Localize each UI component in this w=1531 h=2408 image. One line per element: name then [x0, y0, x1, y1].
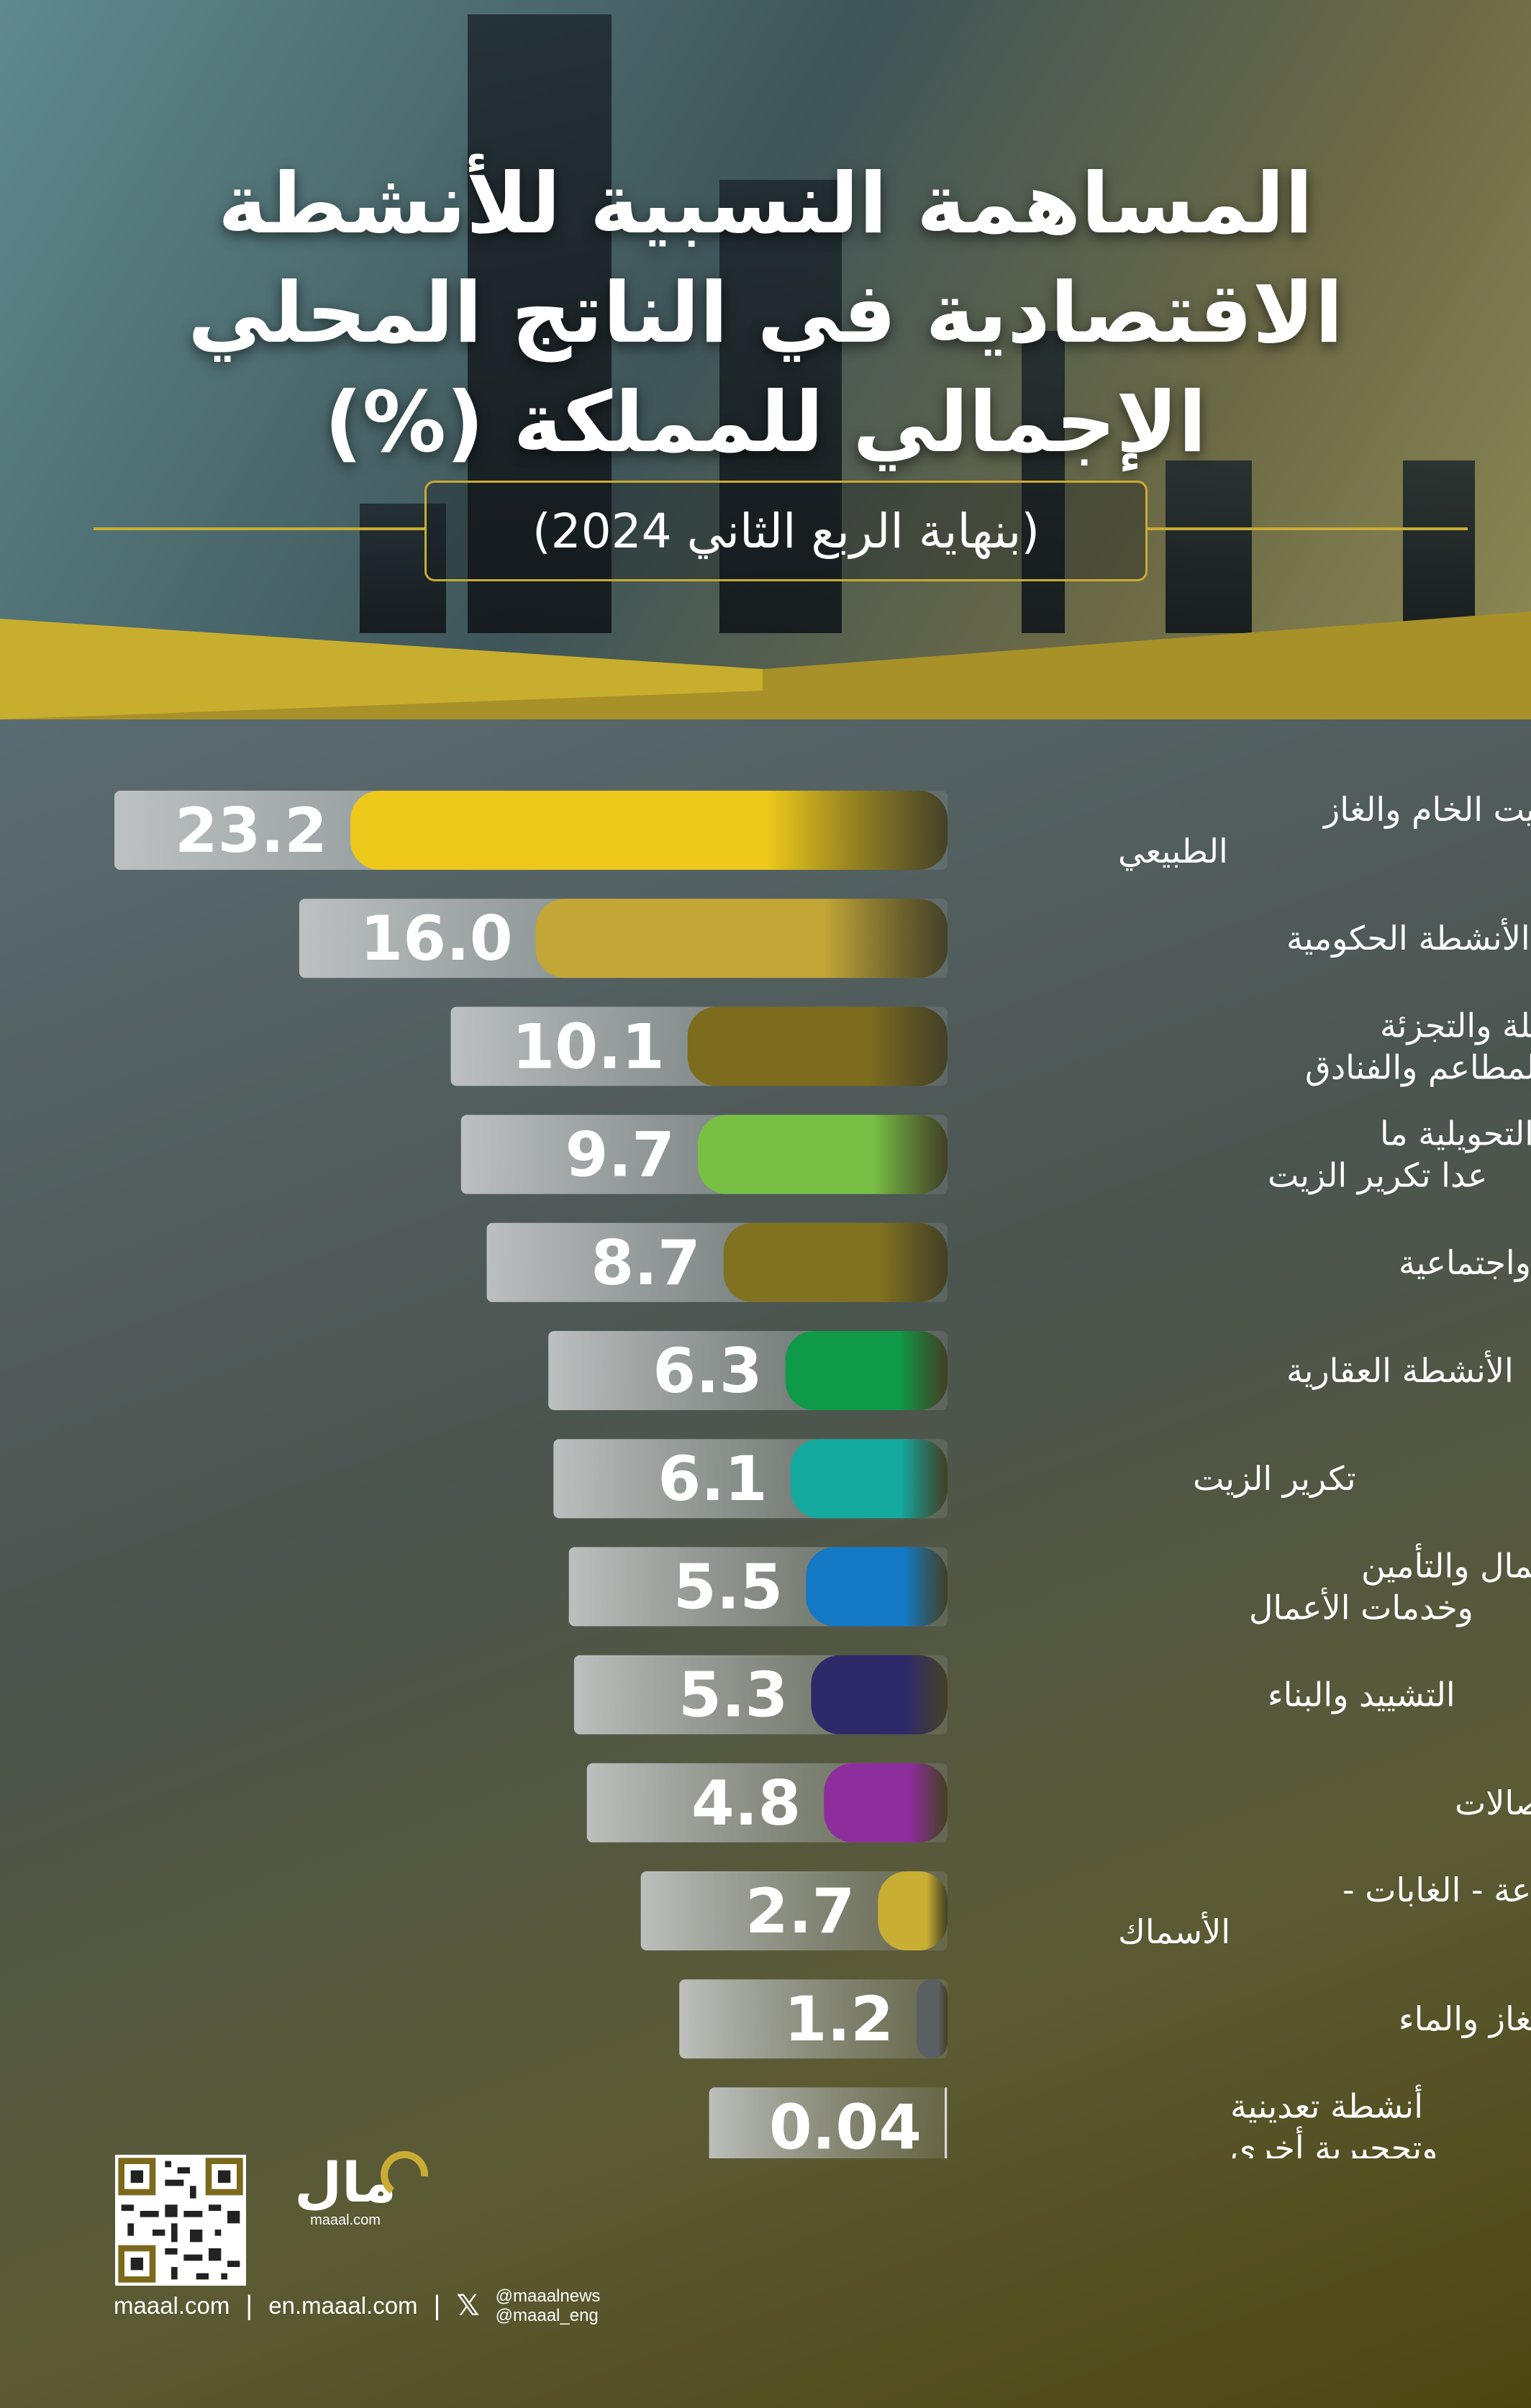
- bar: [811, 1655, 948, 1735]
- bar: [790, 1439, 948, 1519]
- subtitle-rule-right: [1148, 527, 1468, 530]
- bar-row: 6.3 الأنشطة العقارية: [548, 1331, 1514, 1410]
- skyline-tower: [468, 14, 612, 633]
- title-line: الإجمالي للمملكة (%): [324, 373, 1207, 471]
- hero-banner: المساهمة النسبية للأنشطة الاقتصادية في ا…: [0, 0, 1531, 719]
- category-label: النقل والتخزين والاتصالات: [1455, 1784, 1531, 1823]
- handle-news[interactable]: @maaalnews: [495, 2286, 601, 2306]
- category-label: الزيت الخام والغاز: [1322, 790, 1531, 830]
- bar: [723, 1222, 948, 1302]
- category-label: خدمات المال والتأمين: [1361, 1543, 1531, 1586]
- bar-row: 4.8 النقل والتخزين والاتصالات: [586, 1763, 1531, 1843]
- social-handles: @maaalnews @maaal_eng: [496, 2286, 601, 2325]
- bar: [945, 2087, 948, 2158]
- bar-row: 10.1 تجارة الجملة والتجزئةوالمطاعم والفنا…: [450, 1006, 1531, 1087]
- subtitle-rule-left: [94, 527, 424, 530]
- value-label: 10.1: [512, 1011, 664, 1083]
- value-label: 5.5: [673, 1551, 783, 1623]
- handle-eng[interactable]: @maaal_eng: [495, 2306, 599, 2325]
- bar: [687, 1007, 948, 1086]
- bar-row: 8.7 خدمات جماعية واجتماعية: [486, 1222, 1531, 1302]
- bar-row: 6.1 تكرير الزيت: [553, 1439, 1356, 1519]
- bar-track: [679, 1979, 948, 2059]
- bar: [697, 1114, 948, 1194]
- separator: |: [245, 2290, 253, 2321]
- value-label: 1.2: [784, 1984, 894, 2055]
- bar: [806, 1547, 948, 1627]
- category-label: تكرير الزيت: [1193, 1459, 1356, 1499]
- skyline-tower: [360, 504, 446, 633]
- bar-row: 1.2 الكهرباء، الغاز والماء: [679, 1979, 1531, 2059]
- value-label: 6.1: [658, 1443, 767, 1515]
- brand-logo: مال maaal.com: [294, 2151, 429, 2228]
- bar: [785, 1331, 948, 1410]
- category-label: والمطاعم والفنادق: [1305, 1048, 1531, 1087]
- category-label: خدمات جماعية واجتماعية: [1399, 1243, 1531, 1283]
- category-label: الأسماك: [1118, 1911, 1230, 1951]
- qr-code[interactable]: [115, 2155, 246, 2286]
- page-title: المساهمة النسبية للأنشطة الاقتصادية في ا…: [130, 150, 1401, 478]
- footer-links: maaal.com | en.maaal.com | 𝕏 @maaalnews …: [114, 2286, 601, 2325]
- bar-track: [709, 2087, 948, 2158]
- category-label: عدا تكرير الزيت: [1268, 1156, 1488, 1196]
- value-label: 0.04: [769, 2091, 922, 2158]
- bar: [535, 899, 948, 978]
- category-label: الكهرباء، الغاز والماء: [1399, 1999, 1531, 2039]
- bar-row: 23.2 الزيت الخام والغاز الطبيعي: [114, 790, 1531, 871]
- bar-chart: 23.2 الزيت الخام والغاز الطبيعي 16.0 الأنشطة…: [114, 790, 1531, 2158]
- value-label: 2.7: [745, 1876, 855, 1948]
- value-label: 16.0: [360, 903, 512, 975]
- bar: [917, 1979, 948, 2059]
- bar: [878, 1871, 948, 1950]
- title-line: الاقتصادية في الناتج المحلي: [188, 264, 1343, 362]
- value-label: 9.7: [565, 1119, 675, 1191]
- bar-row: 16.0 الأنشطة الحكومية: [299, 899, 1530, 978]
- category-label: وتحجيرية أخرى: [1230, 2126, 1437, 2158]
- category-label: الصناعات التحويلية ما: [1380, 1114, 1531, 1154]
- skyline-tower: [1166, 460, 1252, 633]
- title-line: المساهمة النسبية للأنشطة: [217, 155, 1314, 253]
- category-label: الطبيعي: [1118, 832, 1228, 871]
- category-label: الزراعة - الغابات -: [1343, 1871, 1531, 1910]
- value-label: 8.7: [591, 1227, 700, 1299]
- bar: [824, 1763, 948, 1843]
- category-label: الأنشطة الحكومية: [1286, 917, 1530, 958]
- bar-row: 5.3 التشييد والبناء: [573, 1655, 1455, 1735]
- value-label: 23.2: [175, 795, 327, 867]
- separator: |: [433, 2290, 441, 2321]
- link-english-site[interactable]: en.maaal.com: [268, 2292, 418, 2319]
- category-label: تجارة الجملة والتجزئة: [1380, 1006, 1531, 1045]
- skyline-tower: [1403, 460, 1475, 633]
- link-main-site[interactable]: maaal.com: [114, 2292, 230, 2319]
- category-label: أنشطة تعدينية: [1230, 2084, 1423, 2125]
- bar-row: 2.7 الزراعة - الغابات - الأسماك: [640, 1871, 1531, 1951]
- ribbon-front: [0, 619, 763, 719]
- qr-code-pattern: [115, 2155, 246, 2286]
- gold-ribbon: [0, 612, 1531, 719]
- category-label: وخدمات الأعمال: [1249, 1586, 1473, 1627]
- brand-domain: maaal.com: [310, 2212, 381, 2228]
- subtitle: (بنهاية الربع الثاني 2024): [532, 503, 1040, 559]
- value-label: 6.3: [653, 1335, 762, 1407]
- value-label: 4.8: [691, 1768, 801, 1840]
- skyline-tower: [719, 180, 842, 633]
- subtitle-box: (بنهاية الربع الثاني 2024): [424, 481, 1148, 581]
- bars-group: 23.2 الزيت الخام والغاز الطبيعي 16.0 الأنشطة…: [114, 790, 1531, 2158]
- category-label: التشييد والبناء: [1268, 1676, 1455, 1715]
- brand-swoosh: [381, 2151, 429, 2194]
- x-logo-icon[interactable]: 𝕏: [456, 2289, 480, 2322]
- brand-wordmark: مال: [294, 2151, 396, 2214]
- value-label: 5.3: [678, 1660, 788, 1732]
- bar-track: [640, 1871, 948, 1950]
- category-label: الأنشطة العقارية: [1286, 1350, 1514, 1390]
- bar: [350, 791, 948, 870]
